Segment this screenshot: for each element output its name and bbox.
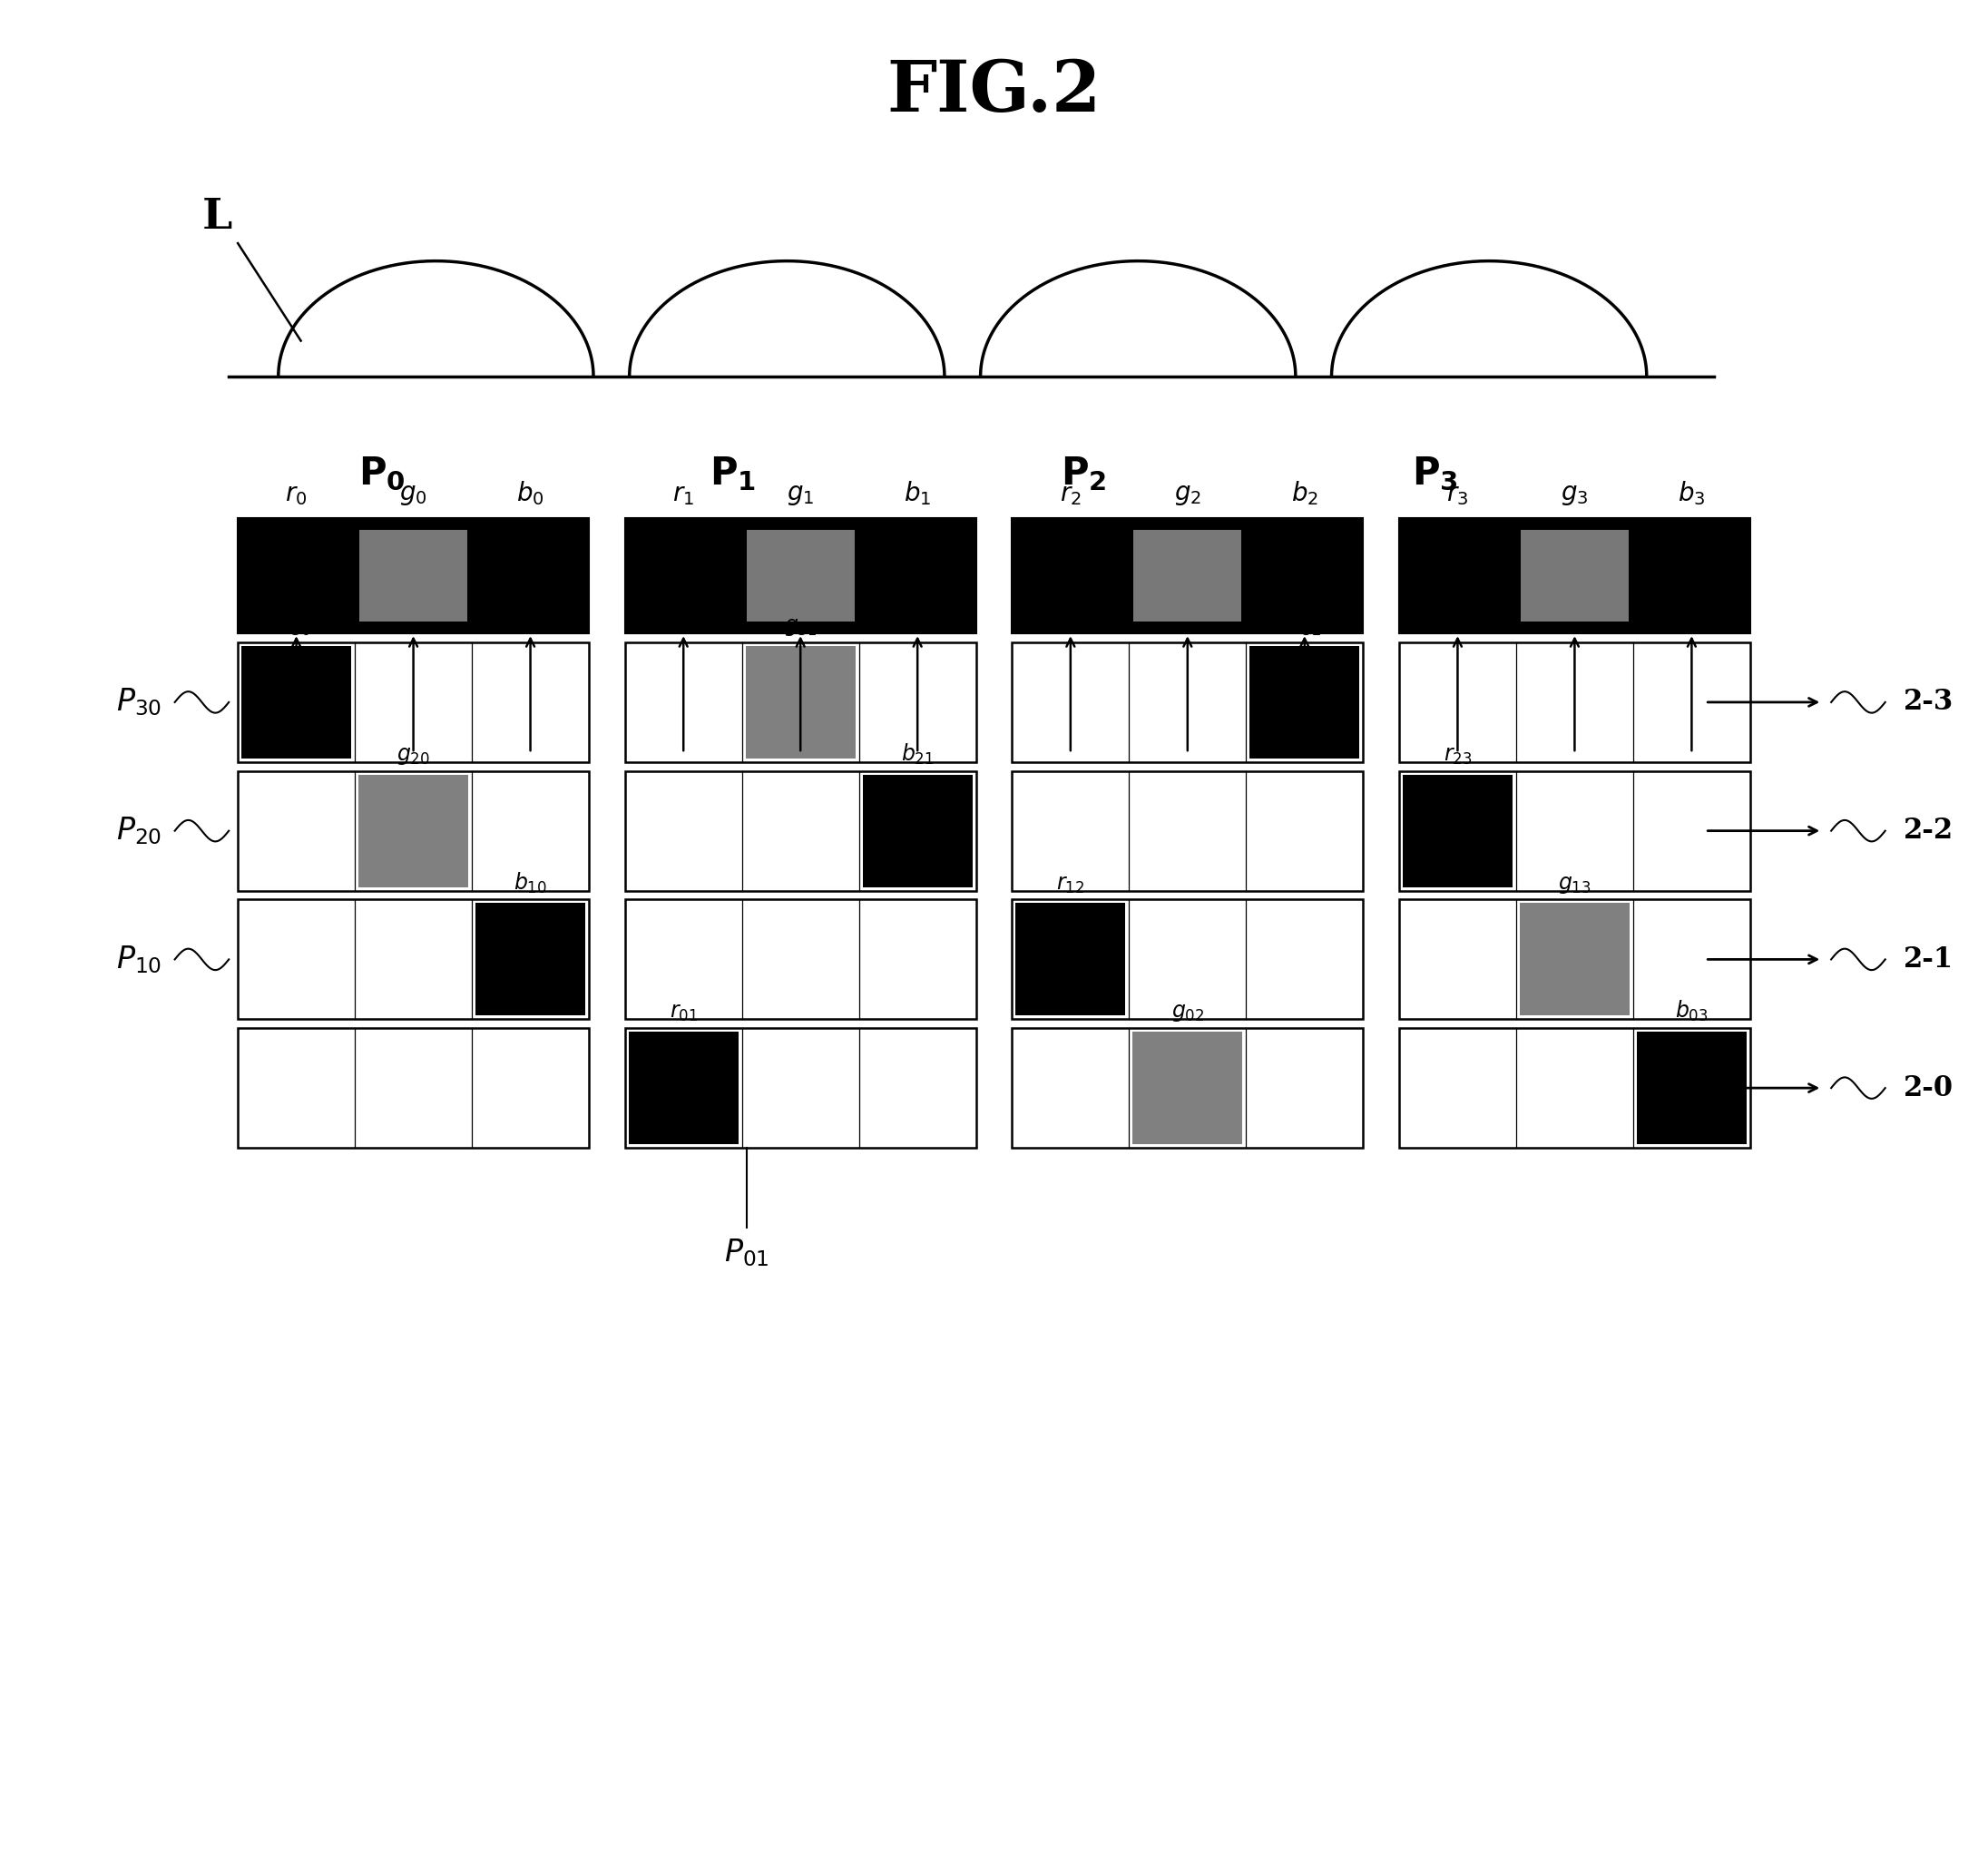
- Bar: [1016, 903, 1125, 1015]
- Bar: [1400, 518, 1749, 634]
- Text: $b_{32}$: $b_{32}$: [1288, 613, 1322, 638]
- Bar: [1012, 1029, 1364, 1148]
- Text: $b_{03}$: $b_{03}$: [1676, 999, 1708, 1023]
- Text: $b_3$: $b_3$: [1678, 479, 1706, 507]
- Bar: [239, 641, 588, 763]
- Text: $r_{12}$: $r_{12}$: [1056, 873, 1085, 896]
- Bar: [239, 1029, 588, 1148]
- Text: $b_2$: $b_2$: [1290, 479, 1318, 507]
- Text: $r_2$: $r_2$: [1060, 482, 1081, 507]
- Text: $\mathbf{P_3}$: $\mathbf{P_3}$: [1411, 454, 1457, 494]
- Text: $g_3$: $g_3$: [1561, 482, 1588, 507]
- Text: $g_0$: $g_0$: [400, 482, 427, 507]
- Bar: [863, 774, 972, 886]
- Text: $r_3$: $r_3$: [1447, 482, 1469, 507]
- Bar: [624, 1029, 976, 1148]
- Text: $\mathbf{P_2}$: $\mathbf{P_2}$: [1062, 454, 1107, 494]
- Bar: [239, 770, 588, 890]
- Text: $\mathbf{P_1}$: $\mathbf{P_1}$: [710, 454, 755, 494]
- Text: $b_{21}$: $b_{21}$: [901, 742, 934, 767]
- Text: $r_{01}$: $r_{01}$: [670, 1002, 698, 1023]
- Bar: [1404, 774, 1513, 886]
- Bar: [1250, 645, 1360, 759]
- Text: 2-3: 2-3: [1903, 688, 1954, 716]
- Bar: [1133, 1032, 1242, 1144]
- Text: L: L: [203, 196, 233, 237]
- Text: 2-2: 2-2: [1903, 817, 1954, 845]
- Text: $r_{23}$: $r_{23}$: [1443, 744, 1471, 767]
- Bar: [1012, 518, 1364, 634]
- Text: $b_{10}$: $b_{10}$: [513, 870, 547, 896]
- Bar: [624, 518, 976, 634]
- Bar: [624, 899, 976, 1019]
- Bar: [746, 529, 855, 623]
- Bar: [1012, 641, 1364, 763]
- Text: $b_0$: $b_0$: [517, 479, 545, 507]
- Bar: [1400, 770, 1749, 890]
- Text: $r_0$: $r_0$: [286, 482, 308, 507]
- Text: $g_{31}$: $g_{31}$: [783, 615, 817, 638]
- Bar: [1636, 1032, 1747, 1144]
- Text: $\mathbf{P_0}$: $\mathbf{P_0}$: [358, 454, 406, 494]
- Text: $g_1$: $g_1$: [787, 482, 815, 507]
- Bar: [624, 641, 976, 763]
- Text: $P_{30}$: $P_{30}$: [115, 686, 161, 718]
- Bar: [239, 899, 588, 1019]
- Text: $r_1$: $r_1$: [672, 482, 694, 507]
- Text: $P_{10}$: $P_{10}$: [115, 944, 161, 974]
- Text: $g_{02}$: $g_{02}$: [1171, 1002, 1205, 1023]
- Text: 2-1: 2-1: [1903, 946, 1952, 974]
- Bar: [1012, 899, 1364, 1019]
- Text: $g_{13}$: $g_{13}$: [1559, 873, 1590, 896]
- Text: $r_{30}$: $r_{30}$: [282, 615, 310, 638]
- Bar: [628, 1032, 738, 1144]
- Bar: [1400, 899, 1749, 1019]
- Bar: [746, 645, 855, 759]
- Text: $P_{20}$: $P_{20}$: [115, 815, 161, 847]
- Text: $b_1$: $b_1$: [905, 479, 930, 507]
- Bar: [239, 518, 588, 634]
- Text: 2-0: 2-0: [1903, 1073, 1952, 1101]
- Bar: [241, 645, 352, 759]
- Bar: [1521, 529, 1628, 623]
- Bar: [475, 903, 584, 1015]
- Text: $g_{20}$: $g_{20}$: [396, 744, 429, 767]
- Bar: [1133, 529, 1242, 623]
- Bar: [1400, 641, 1749, 763]
- Bar: [624, 770, 976, 890]
- Bar: [1012, 770, 1364, 890]
- Text: FIG.2: FIG.2: [887, 56, 1101, 125]
- Text: $g_2$: $g_2$: [1175, 482, 1201, 507]
- Bar: [1519, 903, 1630, 1015]
- Bar: [360, 529, 467, 623]
- Bar: [1400, 1029, 1749, 1148]
- Bar: [358, 774, 469, 886]
- Text: $P_{01}$: $P_{01}$: [724, 1236, 769, 1268]
